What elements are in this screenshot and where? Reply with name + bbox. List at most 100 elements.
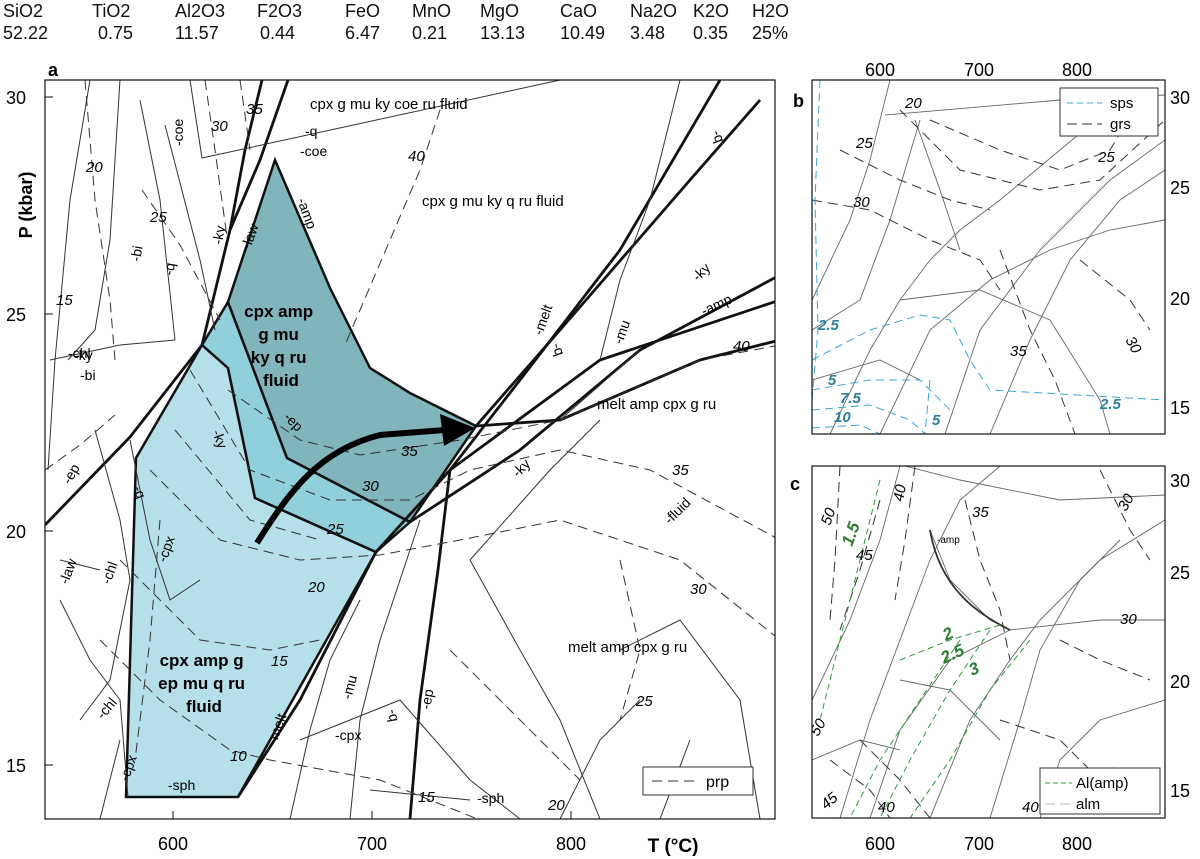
field-label-line: cpx amp bbox=[244, 302, 313, 321]
panel-c: c bbox=[790, 465, 1190, 854]
al-amp-isopleths bbox=[819, 479, 1031, 818]
panel-b-x-ticks: 600 700 800 bbox=[865, 60, 1092, 80]
reaction-label: -ep bbox=[417, 688, 436, 711]
reaction-label: -amp bbox=[699, 291, 735, 319]
y-tick-label: 30 bbox=[1170, 88, 1190, 108]
y-tick-label: 20 bbox=[1170, 289, 1190, 309]
legend-prp: prp bbox=[642, 766, 754, 796]
reaction-label: -coe bbox=[170, 119, 186, 146]
field-label-low-p: cpx amp g ep mu q ru fluid bbox=[158, 651, 250, 716]
x-tick-label: 700 bbox=[964, 60, 994, 80]
reaction-label: -ky bbox=[209, 428, 230, 451]
reaction-label: -coe bbox=[300, 143, 327, 159]
sps-label: 10 bbox=[834, 409, 851, 426]
reaction-label: -q bbox=[549, 341, 568, 358]
panel-c-label: c bbox=[790, 474, 800, 494]
oxide-name: F2O3 bbox=[257, 1, 303, 21]
reaction-label: -mu bbox=[338, 673, 360, 700]
y-tick-label: 25 bbox=[1170, 178, 1190, 198]
oxide-col: H2O 25% bbox=[752, 0, 789, 44]
oxide-value: 0.21 bbox=[412, 23, 448, 43]
oxide-value: 0.35 bbox=[693, 23, 729, 43]
reaction-label: -ky bbox=[209, 224, 228, 245]
isopleth-label: 20 bbox=[307, 579, 325, 596]
oxide-col: K2O 0.35 bbox=[693, 0, 729, 44]
alm-label: 35 bbox=[972, 504, 989, 521]
reaction-label: -ky bbox=[509, 456, 534, 481]
oxide-col: F2O3 0.44 bbox=[257, 0, 302, 44]
reaction-label: -chl bbox=[68, 345, 91, 361]
field-label-top2: cpx g mu ky q ru fluid bbox=[422, 193, 564, 210]
reaction-label: -sph bbox=[477, 790, 504, 806]
y-tick-label: 15 bbox=[1170, 398, 1190, 418]
isopleth-label: 25 bbox=[149, 209, 167, 226]
panel-a-frame bbox=[44, 79, 776, 820]
field-label-line: ep mu q ru bbox=[158, 674, 245, 693]
panel-c-frame bbox=[811, 465, 1166, 819]
x-tick-label: 800 bbox=[556, 834, 586, 854]
x-tick-label: 600 bbox=[865, 834, 895, 854]
amp-out-boundary bbox=[929, 529, 1011, 631]
reaction-label: -cpx bbox=[335, 727, 361, 743]
field-label-melt1: melt amp cpx g ru bbox=[597, 396, 716, 413]
major-boundaries bbox=[45, 80, 775, 819]
x-tick-label: 700 bbox=[964, 834, 994, 854]
reaction-label: -ky bbox=[689, 260, 714, 285]
isopleth-label: 30 bbox=[690, 581, 707, 598]
oxide-col: TiO2 0.75 bbox=[92, 0, 133, 44]
legend-c: Al(amp) alm bbox=[1039, 767, 1161, 815]
oxide-col: SiO2 52.22 bbox=[3, 0, 48, 44]
legend-text-alm: alm bbox=[1076, 796, 1100, 813]
legend-text-grs: grs bbox=[1110, 116, 1131, 133]
field-label-line: fluid bbox=[263, 371, 299, 390]
y-tick-label: 15 bbox=[6, 756, 26, 776]
sps-label: 7.5 bbox=[840, 390, 862, 407]
field-label-high-p: cpx amp g mu ky q ru fluid bbox=[244, 302, 318, 390]
isopleth-label: 15 bbox=[56, 292, 73, 309]
reaction-label: -chl bbox=[93, 694, 120, 722]
isopleth-label: 40 bbox=[733, 338, 750, 355]
oxide-name: K2O bbox=[693, 1, 730, 21]
alm-label: 30 bbox=[1120, 611, 1137, 628]
isopleth-label: 30 bbox=[362, 478, 379, 495]
sps-label: 5 bbox=[828, 372, 837, 389]
legend-box bbox=[1059, 87, 1159, 137]
isopleth-label: 15 bbox=[418, 789, 435, 806]
oxide-name: FeO bbox=[345, 1, 381, 21]
alm-label: 45 bbox=[856, 547, 873, 564]
isopleth-label: 15 bbox=[271, 653, 288, 670]
oxide-value: 13.13 bbox=[480, 23, 526, 43]
y-axis-label: P (kbar) bbox=[16, 172, 36, 239]
isopleth-labels: 20 30 35 25 40 15 35 30 25 20 15 10 40 3… bbox=[56, 101, 750, 814]
isopleth-label: 20 bbox=[547, 797, 565, 814]
grs-label: 35 bbox=[1010, 343, 1027, 360]
al-amp-label: 2.5 bbox=[937, 640, 968, 668]
reaction-label: -bi bbox=[127, 244, 145, 262]
y-tick-label: 30 bbox=[1170, 471, 1190, 491]
reaction-label: -chl bbox=[98, 559, 121, 586]
grs-label: 25 bbox=[855, 135, 873, 152]
isopleth-label: 35 bbox=[246, 101, 263, 118]
oxide-value: 25% bbox=[752, 23, 789, 43]
isopleth-label: 35 bbox=[672, 462, 689, 479]
oxide-name: H2O bbox=[752, 1, 790, 21]
panel-a-axes: 30 25 20 15 P (kbar) 600 700 800 T (°C) bbox=[6, 88, 698, 857]
oxide-col: CaO 10.49 bbox=[560, 0, 605, 44]
field-label-top1: cpx g mu ky coe ru fluid bbox=[310, 96, 468, 113]
alm-label: 40 bbox=[890, 483, 910, 503]
alm-label: 30 bbox=[1115, 490, 1138, 514]
x-tick-label: 800 bbox=[1062, 834, 1092, 854]
reaction-label: -ky bbox=[74, 347, 93, 363]
sps-label: 5 bbox=[932, 412, 941, 429]
isopleth-label: 20 bbox=[85, 159, 103, 176]
reaction-label: -q bbox=[130, 484, 149, 501]
y-tick-label: 25 bbox=[1170, 563, 1190, 583]
legend-text: prp bbox=[706, 774, 729, 791]
field-label-line: fluid bbox=[186, 697, 222, 716]
reaction-label: -bi bbox=[80, 367, 96, 383]
field-label-line: g mu bbox=[258, 325, 299, 344]
oxide-value: 11.57 bbox=[175, 23, 219, 43]
isopleth-label: 25 bbox=[635, 693, 653, 710]
